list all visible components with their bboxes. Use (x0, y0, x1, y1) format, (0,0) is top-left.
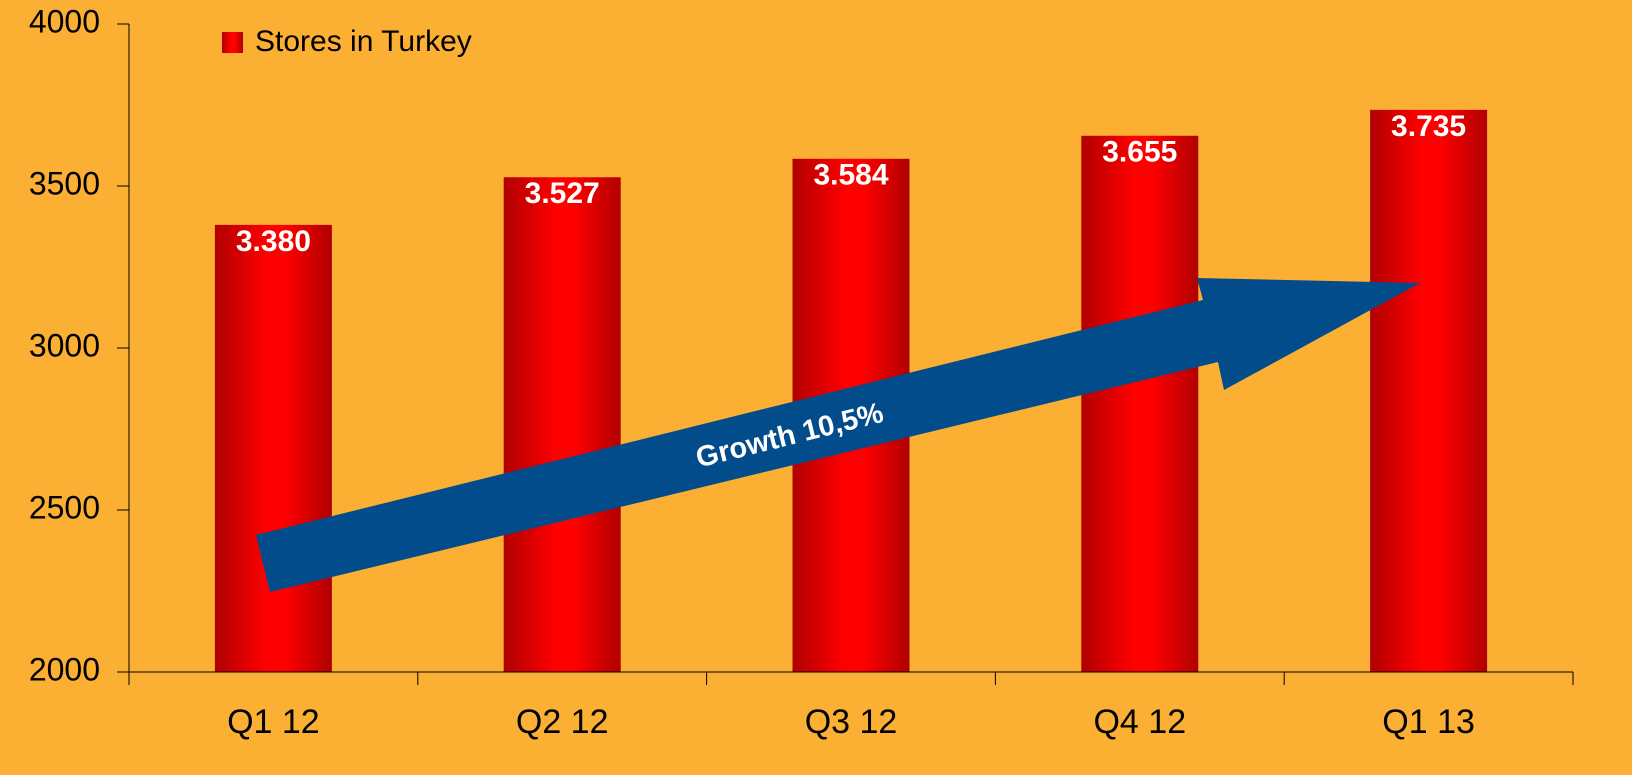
bar (1081, 135, 1199, 672)
value-label: 3.380 (236, 225, 311, 258)
legend-swatch (222, 32, 243, 53)
y-tick-label: 3000 (29, 327, 100, 363)
x-tick-label: Q4 12 (1093, 703, 1186, 741)
y-tick-label: 4000 (29, 3, 100, 39)
x-tick-label: Q2 12 (516, 703, 609, 741)
bar (1370, 109, 1488, 673)
x-tick-label: Q1 13 (1382, 703, 1475, 741)
y-tick-label: 2000 (29, 651, 100, 687)
y-tick-label: 3500 (29, 165, 100, 201)
value-label: 3.584 (813, 159, 888, 192)
bar (214, 224, 332, 672)
y-tick-label: 2500 (29, 489, 100, 525)
value-label: 3.735 (1391, 110, 1466, 143)
x-tick-label: Q1 12 (227, 703, 320, 741)
bar (503, 177, 621, 672)
legend-label: Stores in Turkey (255, 25, 472, 58)
growth-arrow (256, 278, 1420, 592)
value-label: 3.527 (525, 177, 600, 210)
x-tick-label: Q3 12 (805, 703, 898, 741)
value-label: 3.655 (1102, 136, 1177, 169)
